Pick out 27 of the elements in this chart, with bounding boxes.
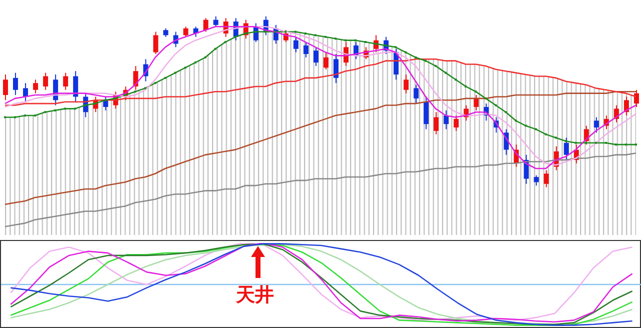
candlestick: [153, 31, 158, 54]
candlestick: [594, 116, 599, 134]
candlestick: [534, 174, 539, 186]
candlestick: [313, 46, 318, 66]
candlestick: [324, 52, 328, 70]
candlestick: [424, 96, 429, 130]
candlestick: [33, 79, 38, 94]
candlestick: [334, 54, 339, 84]
candlestick: [404, 74, 409, 94]
candlestick: [303, 42, 308, 58]
candlestick: [73, 70, 78, 102]
candlestick: [43, 72, 48, 90]
candlestick: [13, 72, 18, 96]
candlestick: [183, 26, 188, 38]
candlestick: [293, 36, 298, 53]
candlestick: [544, 170, 549, 188]
candlestick: [414, 84, 419, 104]
candlestick: [454, 115, 459, 132]
candlestick: [63, 72, 68, 90]
annotation: 天井: [236, 284, 274, 306]
candlestick: [434, 112, 439, 135]
candlestick: [23, 82, 28, 102]
candlestick: [474, 94, 479, 111]
candlestick: [634, 89, 639, 108]
candlestick: [444, 110, 449, 130]
candlestick: [3, 74, 8, 101]
candlestick: [213, 16, 218, 28]
